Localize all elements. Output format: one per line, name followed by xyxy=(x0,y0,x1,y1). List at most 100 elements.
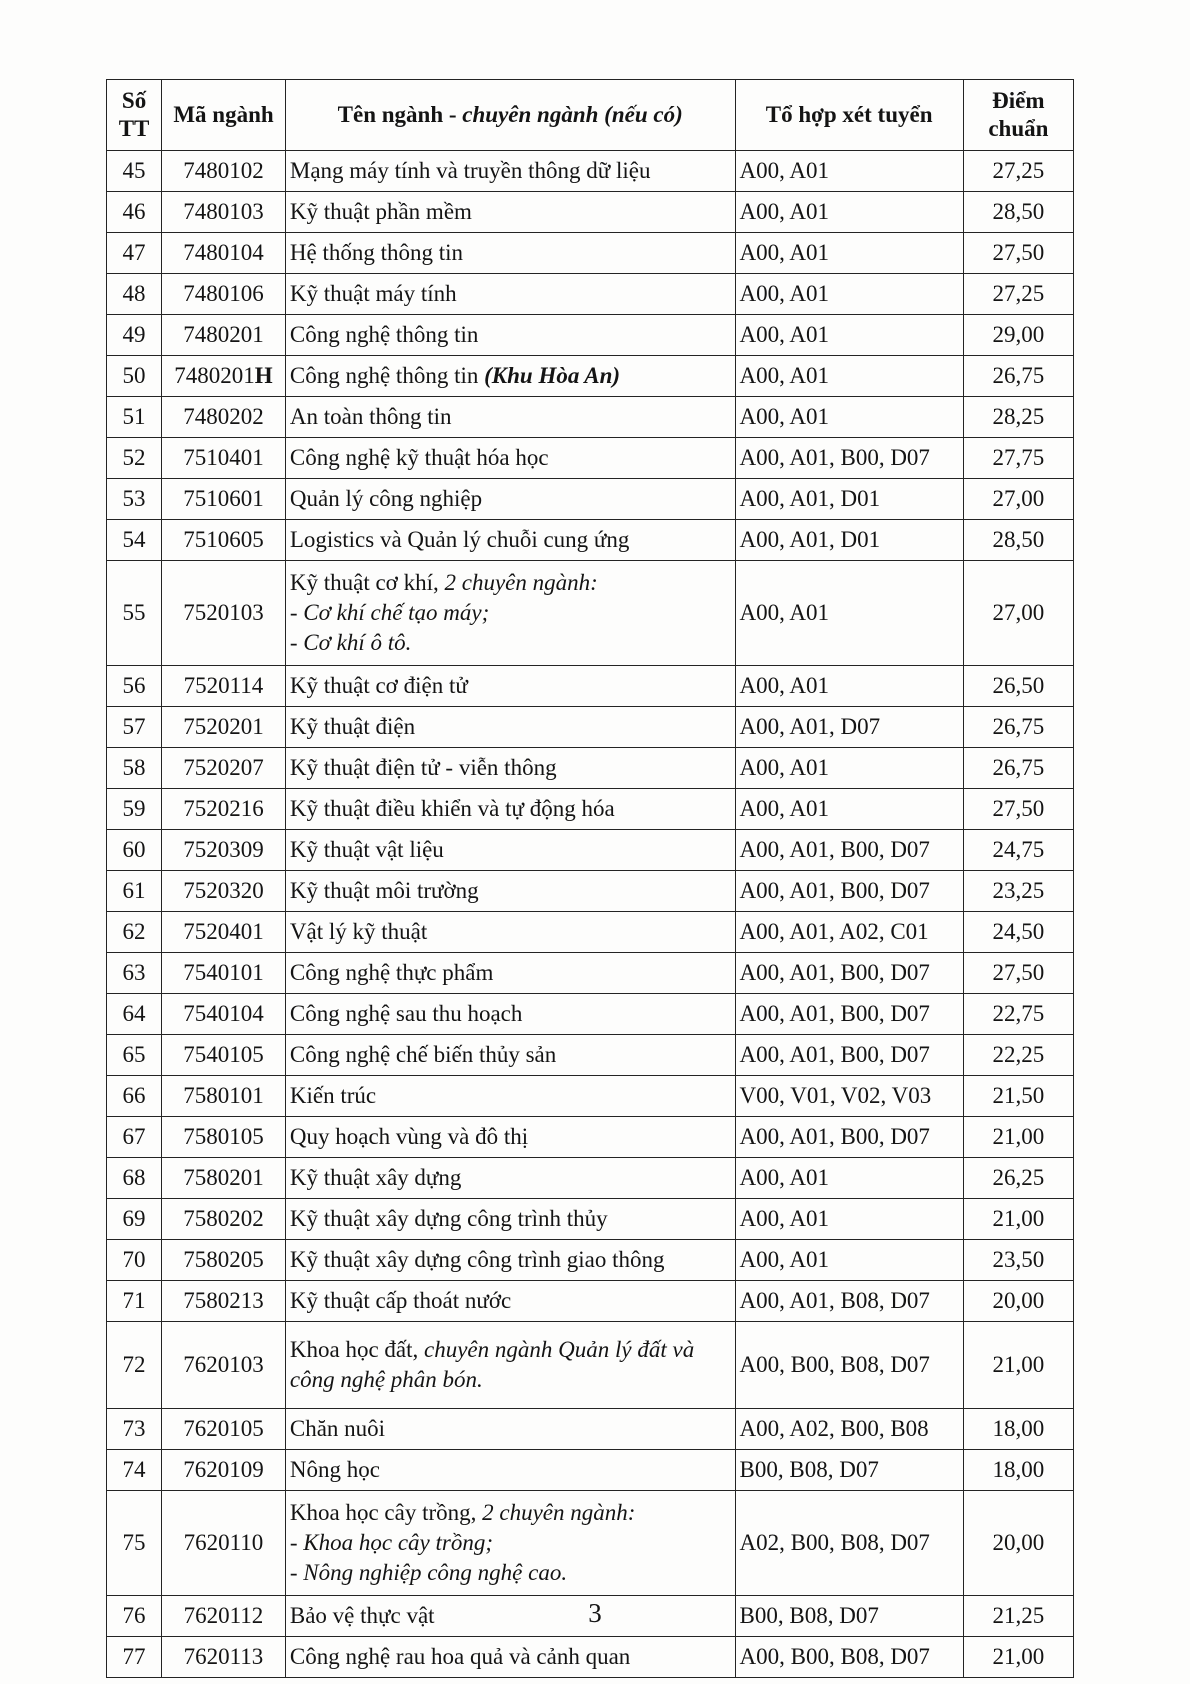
cell-name: Công nghệ kỹ thuật hóa học xyxy=(284,437,736,479)
header-code: Mã ngành xyxy=(161,79,286,151)
cell-score: 18,00 xyxy=(962,1449,1075,1491)
table-row: 76 7620112 Bảo vệ thực vật B00, B08, D07 21,… xyxy=(105,1595,1075,1637)
cell-score: 27,50 xyxy=(962,788,1075,830)
cell-score: 27,75 xyxy=(962,437,1075,479)
table-row: 57 7520201 Kỹ thuật điện A00, A01, D07 26,75 xyxy=(105,706,1075,748)
cell-code: 7540101 xyxy=(161,952,286,994)
cell-code: 7620113 xyxy=(161,1636,286,1678)
cell-name: Công nghệ chế biến thủy sản xyxy=(284,1034,736,1076)
table-row: 56 7520114 Kỹ thuật cơ điện tử A00, A01 26,5… xyxy=(105,665,1075,707)
table-row: 70 7580205 Kỹ thuật xây dựng công trình gi… xyxy=(105,1239,1075,1281)
cell-code: 7520103 xyxy=(161,560,286,666)
cell-score: 24,50 xyxy=(962,911,1075,953)
table-row: 68 7580201 Kỹ thuật xây dựng A00, A01 26,25 xyxy=(105,1157,1075,1199)
cell-name: Kỹ thuật xây dựng xyxy=(284,1157,736,1199)
cell-name: Kỹ thuật cơ điện tử xyxy=(284,665,736,707)
cell-code: 7510401 xyxy=(161,437,286,479)
cell-stt: 72 xyxy=(105,1321,163,1409)
cell-stt: 64 xyxy=(105,993,163,1035)
cell-name: Logistics và Quản lý chuỗi cung ứng xyxy=(284,519,736,561)
table-row: 46 7480103 Kỹ thuật phần mềm A00, A01 28,50 xyxy=(105,191,1075,233)
cell-name: Kỹ thuật cơ khí, 2 chuyên ngành: - Cơ khí… xyxy=(284,560,736,666)
table-row: 66 7580101 Kiến trúc V00, V01, V02, V03 21,5… xyxy=(105,1075,1075,1117)
cell-combo: A00, A01 xyxy=(734,1198,964,1240)
cell-score: 28,50 xyxy=(962,519,1075,561)
cell-code: 7580105 xyxy=(161,1116,286,1158)
table-row: 71 7580213 Kỹ thuật cấp thoát nước A00, A01… xyxy=(105,1280,1075,1322)
header-code-label: Mã ngành xyxy=(173,102,274,128)
header-stt-line1: Số xyxy=(121,88,147,114)
cell-stt: 45 xyxy=(105,150,163,192)
cell-code: 7520207 xyxy=(161,747,286,789)
cell-combo: A00, A01, B08, D07 xyxy=(734,1280,964,1322)
cell-name: Công nghệ sau thu hoạch xyxy=(284,993,736,1035)
table-row: 45 7480102 Mạng máy tính và truyền thông d… xyxy=(105,150,1075,192)
cell-score: 21,50 xyxy=(962,1075,1075,1117)
cell-stt: 69 xyxy=(105,1198,163,1240)
cell-score: 21,00 xyxy=(962,1198,1075,1240)
cell-name: Nông học xyxy=(284,1449,736,1491)
cell-stt: 63 xyxy=(105,952,163,994)
cell-stt: 59 xyxy=(105,788,163,830)
cell-score: 18,00 xyxy=(962,1408,1075,1450)
cell-combo: A00, A01 xyxy=(734,273,964,315)
cell-combo: A00, A01, B00, D07 xyxy=(734,993,964,1035)
table-header: Số TT Mã ngành Tên ngành - chuyên ngành … xyxy=(105,79,1075,151)
table-row: 53 7510601 Quản lý công nghiệp A00, A01, D0… xyxy=(105,478,1075,520)
cell-code: 7620109 xyxy=(161,1449,286,1491)
cell-code: 7510601 xyxy=(161,478,286,520)
cell-stt: 52 xyxy=(105,437,163,479)
cell-stt: 67 xyxy=(105,1116,163,1158)
cell-name: Khoa học cây trồng, 2 chuyên ngành: - Kho… xyxy=(284,1490,736,1596)
cell-stt: 73 xyxy=(105,1408,163,1450)
cell-stt: 71 xyxy=(105,1280,163,1322)
cell-score: 21,00 xyxy=(962,1636,1075,1678)
cell-name: Công nghệ thực phẩm xyxy=(284,952,736,994)
cell-score: 27,25 xyxy=(962,150,1075,192)
cell-code: 7580205 xyxy=(161,1239,286,1281)
cell-score: 27,25 xyxy=(962,273,1075,315)
cell-name: Bảo vệ thực vật xyxy=(284,1595,736,1637)
table-row: 73 7620105 Chăn nuôi A00, A02, B00, B08 18,0… xyxy=(105,1408,1075,1450)
cell-score: 26,75 xyxy=(962,747,1075,789)
cell-stt: 48 xyxy=(105,273,163,315)
table-body: 45 7480102 Mạng máy tính và truyền thông d… xyxy=(105,150,1075,1678)
cell-score: 23,25 xyxy=(962,870,1075,912)
cell-name: Kỹ thuật vật liệu xyxy=(284,829,736,871)
cell-combo: A00, A01, B00, D07 xyxy=(734,829,964,871)
header-name-italic: chuyên ngành (nếu có) xyxy=(462,102,683,128)
cell-score: 23,50 xyxy=(962,1239,1075,1281)
cell-name: Chăn nuôi xyxy=(284,1408,736,1450)
cell-stt: 76 xyxy=(105,1595,163,1637)
cell-combo: A00, A02, B00, B08 xyxy=(734,1408,964,1450)
header-row: Số TT Mã ngành Tên ngành - chuyên ngành … xyxy=(105,79,1075,151)
cell-combo: A02, B00, B08, D07 xyxy=(734,1490,964,1596)
table-row: 63 7540101 Công nghệ thực phẩm A00, A01, B0… xyxy=(105,952,1075,994)
table-row: 61 7520320 Kỹ thuật môi trường A00, A01, B0… xyxy=(105,870,1075,912)
cell-combo: A00, B00, B08, D07 xyxy=(734,1321,964,1409)
cell-code: 7580202 xyxy=(161,1198,286,1240)
cell-score: 28,50 xyxy=(962,191,1075,233)
cell-score: 26,50 xyxy=(962,665,1075,707)
cell-code: 7520201 xyxy=(161,706,286,748)
header-score: Điểm chuẩn xyxy=(962,79,1075,151)
cell-name: Công nghệ thông tin xyxy=(284,314,736,356)
cell-stt: 56 xyxy=(105,665,163,707)
cell-stt: 66 xyxy=(105,1075,163,1117)
cell-code: 7620103 xyxy=(161,1321,286,1409)
table-row: 72 7620103 Khoa học đất, chuyên ngành Quản… xyxy=(105,1321,1075,1409)
table-row: 77 7620113 Công nghệ rau hoa quả và cảnh q… xyxy=(105,1636,1075,1678)
cell-code: 7480103 xyxy=(161,191,286,233)
cell-combo: A00, A01 xyxy=(734,232,964,274)
table-row: 50 7480201H Công nghệ thông tin (Khu Hòa A… xyxy=(105,355,1075,397)
cell-score: 27,50 xyxy=(962,952,1075,994)
cell-score: 22,75 xyxy=(962,993,1075,1035)
cell-code: 7520320 xyxy=(161,870,286,912)
cell-combo: A00, A01, B00, D07 xyxy=(734,1034,964,1076)
cell-stt: 47 xyxy=(105,232,163,274)
table-row: 58 7520207 Kỹ thuật điện tử - viễn thông A0… xyxy=(105,747,1075,789)
header-stt: Số TT xyxy=(105,79,163,151)
cell-stt: 55 xyxy=(105,560,163,666)
cell-name: Khoa học đất, chuyên ngành Quản lý đất v… xyxy=(284,1321,736,1409)
